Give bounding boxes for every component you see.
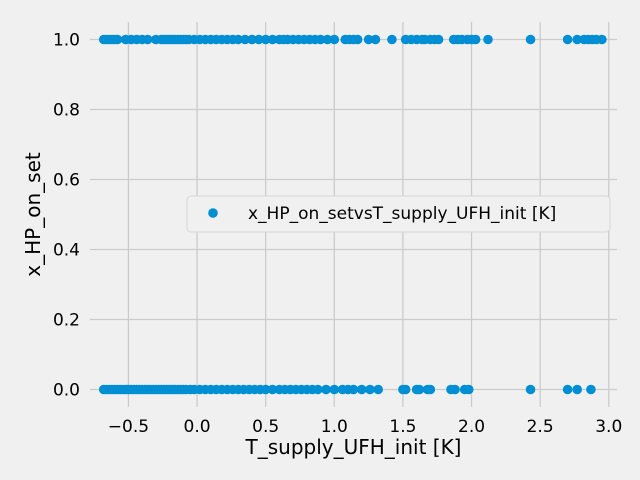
data-point xyxy=(470,34,481,45)
y-tick-labels: 0.0 0.2 0.4 0.6 0.8 1.0 xyxy=(53,31,80,401)
data-point xyxy=(483,34,493,45)
x-tick-label: 1.5 xyxy=(389,417,416,437)
data-point xyxy=(562,384,573,395)
x-tick-label: 2.0 xyxy=(458,417,485,437)
x-axis-label: T_supply_UFH_init [K] xyxy=(245,435,462,459)
data-point xyxy=(254,34,264,45)
x-tick-labels: −0.5 0.0 0.5 1.0 1.5 2.0 2.5 3.0 xyxy=(108,417,623,437)
x-tick-label: 0.0 xyxy=(184,417,211,437)
scatter-points xyxy=(98,34,607,395)
legend: x_HP_on_setvsT_supply_UFH_init [K] xyxy=(186,195,611,233)
y-tick-label: 0.2 xyxy=(53,311,80,331)
data-point xyxy=(240,34,250,45)
data-point xyxy=(233,34,244,45)
data-point xyxy=(267,34,278,45)
data-point xyxy=(433,34,444,45)
data-point xyxy=(313,384,323,395)
x-tick-label: −0.5 xyxy=(108,417,149,437)
data-point xyxy=(370,34,381,45)
data-point xyxy=(525,384,536,395)
x-tick-label: 3.0 xyxy=(595,417,622,437)
data-point xyxy=(463,384,474,395)
data-point xyxy=(267,384,278,395)
x-tick-label: 2.5 xyxy=(527,417,554,437)
data-point xyxy=(414,384,425,395)
data-point xyxy=(365,384,375,395)
data-point xyxy=(348,384,359,395)
data-point xyxy=(112,34,123,45)
x-tick-label: 0.5 xyxy=(252,417,279,437)
data-point xyxy=(260,384,271,395)
y-tick-label: 0.4 xyxy=(53,241,80,261)
data-point xyxy=(373,384,384,395)
data-point xyxy=(247,34,257,45)
data-point xyxy=(562,34,573,45)
data-point xyxy=(260,34,271,45)
data-point xyxy=(450,384,460,395)
x-tick-label: 1.0 xyxy=(321,417,348,437)
data-point xyxy=(586,384,596,395)
y-tick-label: 0.0 xyxy=(53,381,80,401)
data-point xyxy=(321,384,331,395)
data-point xyxy=(597,34,607,45)
data-point xyxy=(525,34,536,45)
data-point xyxy=(315,34,326,45)
legend-marker xyxy=(208,208,218,218)
data-point xyxy=(352,34,363,45)
legend-label: x_HP_on_setvsT_supply_UFH_init [K] xyxy=(248,204,556,224)
legend-box xyxy=(186,195,611,233)
data-point xyxy=(363,34,374,45)
data-point xyxy=(572,34,583,45)
data-point xyxy=(329,384,340,395)
y-axis-label: x_HP_on_set xyxy=(21,152,45,277)
data-point xyxy=(400,384,411,395)
y-tick-label: 0.6 xyxy=(53,171,80,191)
data-point xyxy=(142,34,153,45)
data-point xyxy=(387,34,397,45)
data-point xyxy=(322,34,333,45)
data-point xyxy=(356,384,367,395)
data-point xyxy=(425,384,436,395)
y-tick-label: 0.8 xyxy=(53,101,80,121)
data-point xyxy=(329,34,340,45)
y-tick-label: 1.0 xyxy=(53,31,80,51)
data-point xyxy=(572,384,583,395)
